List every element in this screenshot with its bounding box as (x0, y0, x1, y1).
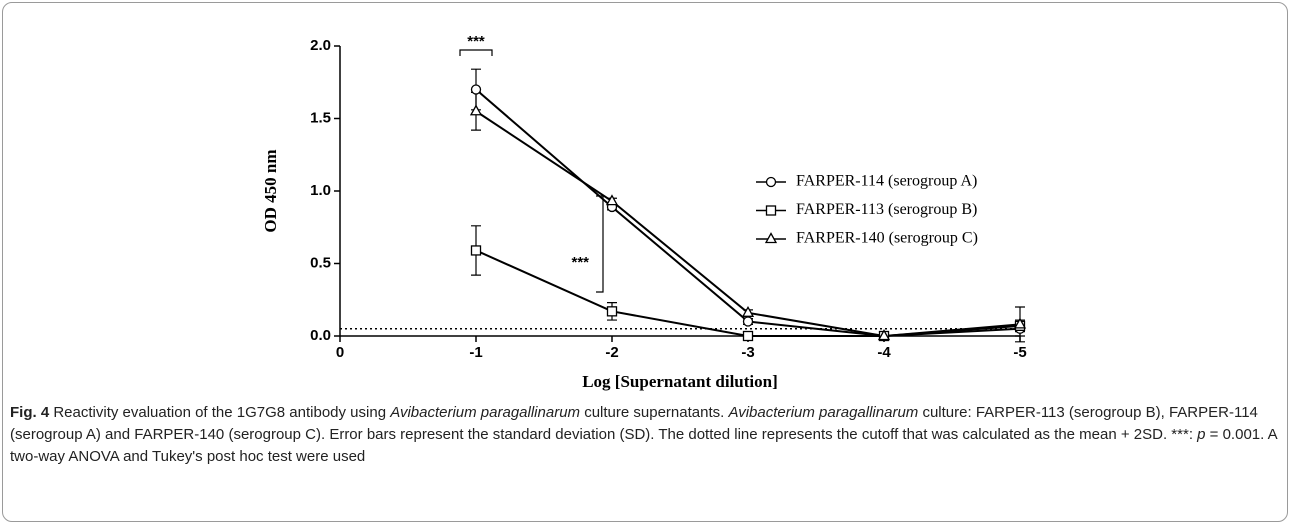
caption: Fig. 4 Reactivity evaluation of the 1G7G… (10, 402, 1278, 468)
caption-label: Fig. 4 (10, 404, 50, 421)
x-tick-label: -2 (605, 344, 618, 361)
significance-label: *** (467, 33, 485, 50)
marker (742, 316, 754, 327)
marker (877, 329, 891, 341)
significance-label: *** (571, 254, 589, 271)
x-tick-label: -4 (877, 344, 891, 361)
x-tick-label: -1 (469, 344, 482, 361)
marker (605, 194, 619, 206)
legend-marker (764, 232, 778, 244)
x-tick-label: -3 (741, 344, 754, 361)
caption-text: = 0.001. A two-way ANOVA and Tukey's pos… (10, 426, 1277, 465)
caption-text: culture supernatants. (580, 404, 729, 421)
y-tick-label: 2.0 (310, 37, 331, 54)
significance-bracket (596, 195, 604, 293)
legend-label: FARPER-113 (serogroup B) (796, 201, 977, 218)
marker (469, 104, 483, 116)
y-tick-label: 1.0 (310, 182, 331, 199)
legend-label: FARPER-114 (serogroup A) (796, 173, 977, 190)
marker (742, 330, 754, 342)
caption-text: culture: FARPER-113 (serogroup B), FARPE… (10, 404, 1258, 443)
legend-label: FARPER-140 (serogroup C) (796, 230, 978, 247)
significance-bracket (459, 49, 493, 56)
marker (470, 245, 482, 256)
legend-marker (765, 176, 777, 188)
marker (741, 305, 755, 317)
legend-marker (765, 205, 777, 216)
series-line (475, 110, 1021, 338)
y-tick-label: 0.5 (310, 254, 331, 271)
marker (606, 306, 618, 317)
y-tick-label: 0.0 (310, 327, 331, 344)
x-tick-label: 0 (336, 344, 344, 361)
marker (470, 84, 482, 95)
x-tick-label: -5 (1013, 344, 1026, 361)
marker (1013, 317, 1027, 329)
x-axis-label: Log [Supernatant dilution] (582, 372, 778, 391)
caption-text: Avibacterium paragallinarum (728, 404, 919, 421)
y-axis-label: OD 450 nm (261, 149, 280, 232)
chart: OD 450 nm Log [Supernatant dilution] ***… (261, 33, 1027, 391)
caption-text: p (1197, 426, 1206, 443)
caption-text: Avibacterium paragallinarum (390, 404, 581, 421)
caption-text: Reactivity evaluation of the 1G7G8 antib… (49, 404, 391, 421)
y-tick-label: 1.5 (310, 109, 331, 126)
